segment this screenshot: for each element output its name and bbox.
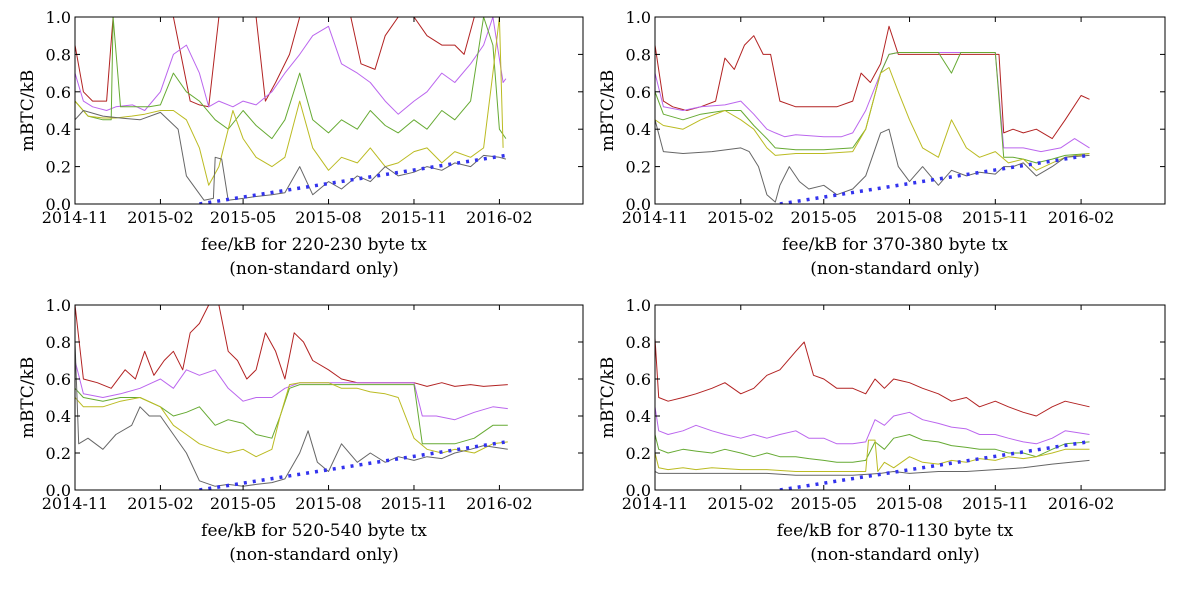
x-tick-label: 2015-08 [876,208,942,227]
x-tick-label: 2015-05 [210,494,276,513]
plot-area [655,25,1090,204]
y-tick-label: 0.6 [46,83,71,102]
y-tick-label: 0.4 [46,120,71,139]
plot-area [75,305,508,490]
y-tick-label: 0.0 [626,195,651,214]
y-tick-label: 0.8 [46,333,71,352]
x-tick-label: 2015-05 [791,208,857,227]
y-axis-label: mBTC/kB [18,357,38,438]
y-axis-label: mBTC/kB [598,357,618,438]
x-axis-label-note: (non-standard only) [229,545,398,565]
y-tick-label: 0.2 [46,444,71,463]
series-line-4 [655,439,1090,472]
x-tick-label: 2015-02 [708,208,774,227]
y-tick-label: 0.6 [626,370,651,389]
x-tick-label: 2014-11 [622,494,688,513]
series-line-2 [75,360,508,421]
y-tick-label: 1.0 [626,8,651,27]
y-axis-label: mBTC/kB [18,70,38,151]
series-line-1 [655,25,1090,140]
trend-line [779,153,1088,204]
y-tick-label: 0.4 [46,407,71,426]
series-line-5 [655,459,1090,476]
y-tick-label: 0.4 [626,120,651,139]
chart-panel-1: 0.0 0.2 0.4 0.6 0.8 1.0 2014-11 2015-02 2015-05 2… [18,8,584,279]
y-tick-label: 1.0 [46,8,71,27]
x-tick-label: 2015-02 [127,494,193,513]
axes-frame [654,304,1166,491]
series-line-5 [655,119,1090,203]
x-axis-label: fee/kB for 370-380 byte tx [782,235,1008,255]
series-line-5 [75,341,508,487]
x-tick-label: 2015-05 [210,208,276,227]
x-tick-label: 2015-11 [381,494,447,513]
series-line-1 [75,17,502,108]
series-line-3 [75,384,508,445]
x-axis-label-note: (non-standard only) [229,259,398,279]
x-axis-label: fee/kB for 220-230 byte tx [201,235,427,255]
y-tick-label: 1.0 [46,296,71,315]
y-tick-label: 0.2 [626,158,651,177]
x-tick-label: 2015-02 [708,494,774,513]
y-tick-label: 0.8 [46,45,71,64]
x-tick-label: 2015-02 [127,208,193,227]
y-tick-label: 0.4 [626,407,651,426]
x-tick-label: 2015-11 [962,208,1028,227]
x-tick-label: 2015-05 [791,494,857,513]
series-line-1 [655,338,1090,417]
x-axis-label-note: (non-standard only) [810,545,979,565]
y-tick-label: 0.6 [626,83,651,102]
x-tick-label: 2015-11 [962,494,1028,513]
series-line-3 [655,52,1090,164]
x-axis-label: fee/kB for 870-1130 byte tx [777,521,1014,541]
y-tick-label: 0.8 [626,45,651,64]
series-line-2 [655,52,1090,153]
series-line-4 [75,382,508,458]
series-line-5 [75,110,507,201]
x-tick-label: 2016-02 [466,208,532,227]
trend-line [779,440,1088,490]
chart-panel-4: 0.0 0.2 0.4 0.6 0.8 1.0 2014-11 2015-02 2015-05 2… [598,296,1166,565]
x-tick-label: 2015-08 [295,208,361,227]
y-tick-label: 0.2 [46,158,71,177]
y-tick-label: 0.2 [626,444,651,463]
y-axis-label: mBTC/kB [598,70,618,151]
series-line-4 [655,67,1090,171]
x-tick-label: 2016-02 [466,494,532,513]
trend-line [199,153,507,204]
x-axis-label-note: (non-standard only) [810,259,979,279]
x-tick-label: 2015-11 [381,208,447,227]
series-line-2 [75,17,507,115]
chart-panel-2: 0.0 0.2 0.4 0.6 0.8 1.0 2014-11 2015-02 2015-05 2… [598,8,1166,279]
x-tick-label: 2015-08 [876,494,942,513]
series-line-3 [655,434,1090,463]
x-tick-label: 2016-02 [1048,494,1114,513]
x-tick-label: 2014-11 [622,208,688,227]
x-tick-label: 2014-11 [42,494,108,513]
trend-line [199,440,507,490]
y-tick-label: 0.8 [626,333,651,352]
y-tick-label: 0.0 [626,481,651,500]
y-tick-label: 0.6 [46,370,71,389]
axes-frame [74,304,584,491]
y-tick-label: 0.0 [46,481,71,500]
plot-area [75,17,507,204]
plot-area [655,338,1090,490]
series-line-4 [75,17,504,186]
series-line-1 [75,305,508,389]
chart-panel-3: 0.0 0.2 0.4 0.6 0.8 1.0 2014-11 2015-02 2015-05 2… [18,296,584,565]
x-tick-label: 2015-08 [295,494,361,513]
x-tick-label: 2014-11 [42,208,108,227]
y-tick-label: 1.0 [626,296,651,315]
y-tick-label: 0.0 [46,195,71,214]
x-axis-label: fee/kB for 520-540 byte tx [201,521,427,541]
series-line-3 [75,17,507,140]
x-tick-label: 2016-02 [1048,208,1114,227]
axes-frame [74,16,584,205]
series-line-2 [655,406,1090,445]
